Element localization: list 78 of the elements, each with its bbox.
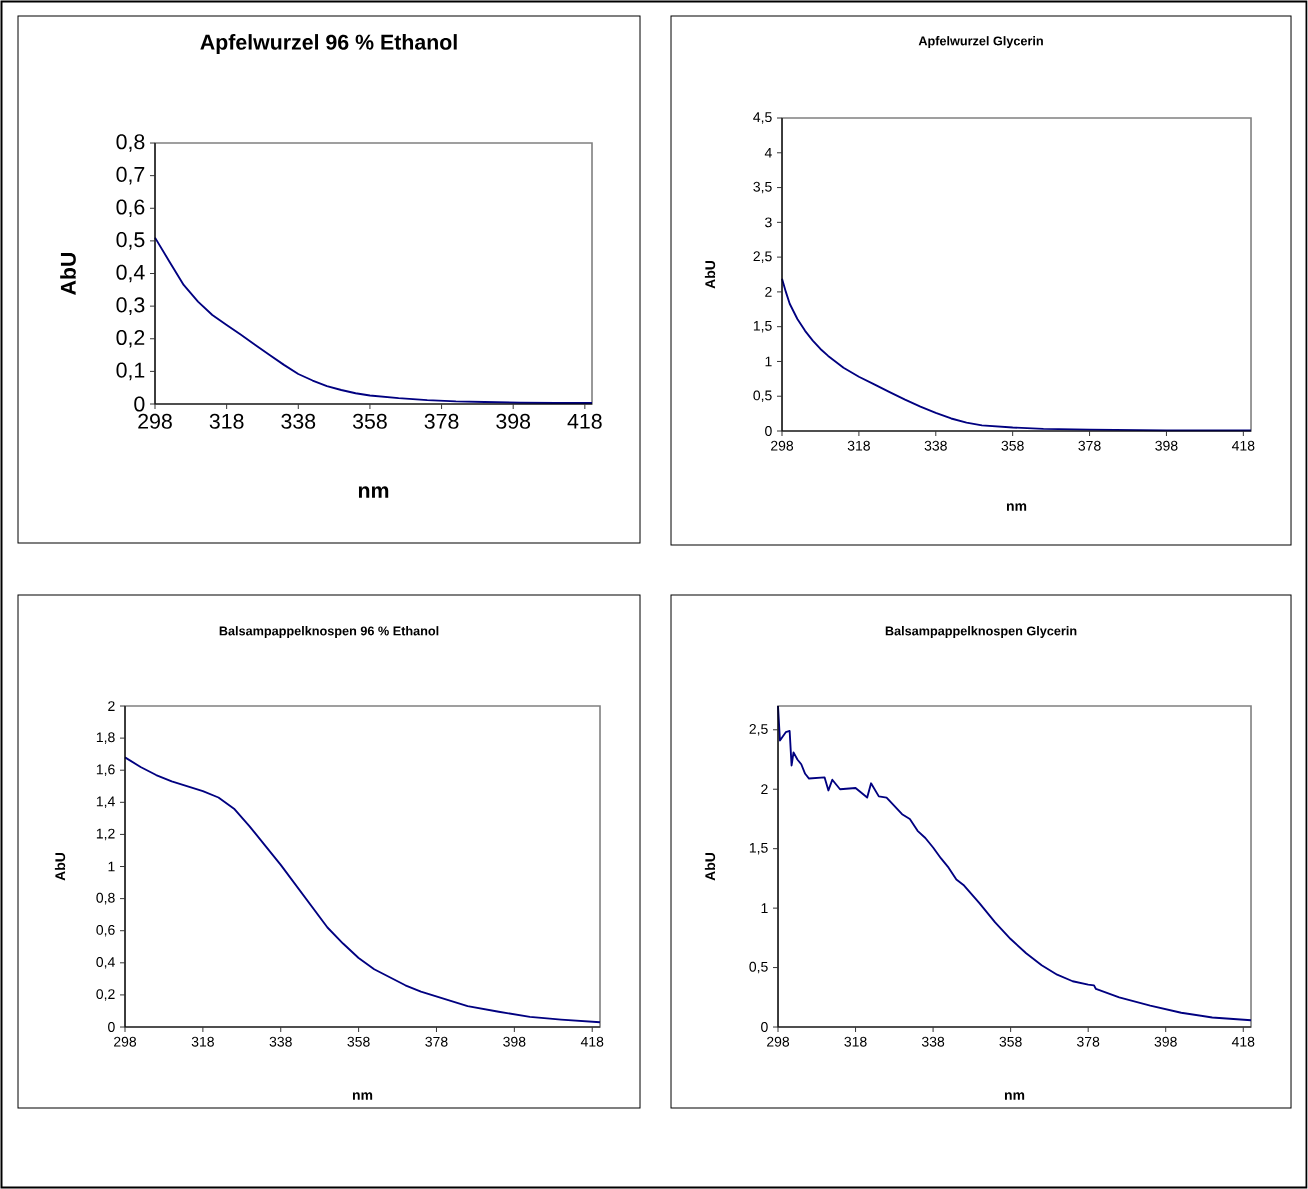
x-tick-label: 318 [844, 1036, 867, 1047]
y-tick-label: 1 [765, 356, 772, 367]
y-tick-label: 0 [108, 1022, 115, 1032]
y-tick-label: 0,3 [116, 297, 145, 315]
y-tick-label: 1 [761, 903, 768, 913]
y-axis-title: AbU [704, 260, 716, 289]
y-tick-label: 2 [765, 287, 772, 297]
y-tick-label: 0,5 [749, 961, 768, 974]
y-tick-label: 4 [764, 147, 772, 158]
x-tick-label: 378 [424, 413, 459, 429]
x-tick-label: 338 [924, 440, 947, 451]
y-tick-label: 0,7 [116, 166, 145, 185]
x-tick-label: 298 [771, 440, 794, 451]
x-tick-label: 358 [347, 1036, 370, 1047]
y-tick-label: 1 [108, 861, 115, 872]
y-tick-label: 0,4 [116, 264, 145, 283]
y-tick-label: 1,6 [96, 764, 115, 777]
x-tick-label: 338 [921, 1036, 945, 1047]
y-tick-label: 0 [761, 1022, 768, 1032]
x-tick-label: 398 [496, 413, 531, 429]
x-axis-title: nm [1004, 1092, 1025, 1100]
y-tick-label: 0,4 [96, 957, 115, 969]
y-axis-title: AbU [60, 252, 76, 295]
x-tick-label: 338 [269, 1036, 292, 1047]
y-tick-label: 1,5 [753, 320, 772, 333]
y-tick-label: 1,5 [749, 842, 768, 855]
y-tick-label: 1,8 [96, 732, 115, 744]
y-tick-label: 0,6 [96, 924, 115, 937]
y-tick-label: 1,4 [96, 796, 115, 809]
line-series [781, 277, 1252, 432]
chart-title: Apfelwurzel Glycerin [918, 36, 1043, 48]
x-tick-label: 298 [114, 1036, 137, 1047]
x-tick-label: 398 [1154, 1036, 1177, 1047]
x-tick-label: 338 [281, 413, 316, 429]
y-tick-label: 3,5 [753, 181, 772, 194]
y-tick-label: 0 [134, 396, 145, 412]
y-tick-label: 4,5 [753, 112, 772, 124]
x-tick-label: 318 [209, 413, 244, 429]
y-axis-title: AbU [54, 853, 66, 881]
x-axis-title: nm [352, 1092, 373, 1100]
y-tick-label: 2,5 [749, 724, 768, 736]
x-axis-title: nm [358, 486, 389, 498]
y-tick-label: 0,5 [116, 232, 145, 250]
y-tick-label: 0,6 [116, 199, 145, 218]
y-tick-label: 2 [108, 701, 115, 711]
x-tick-label: 418 [580, 1036, 604, 1047]
x-tick-label: 298 [767, 1036, 790, 1047]
x-tick-label: 418 [567, 413, 602, 429]
y-tick-label: 0,2 [116, 329, 145, 348]
y-tick-label: 0 [765, 426, 772, 436]
y-tick-label: 0,8 [96, 892, 115, 905]
chart-title: Apfelwurzel 96 % Ethanol [200, 34, 457, 54]
chart-title: Balsampappelknospen 96 % Ethanol [219, 626, 439, 638]
x-tick-label: 378 [1077, 1036, 1100, 1047]
x-tick-label: 358 [1001, 440, 1024, 451]
y-tick-label: 0,8 [116, 134, 145, 152]
chart-title: Balsampappelknospen Glycerin [885, 626, 1077, 638]
x-tick-label: 298 [138, 413, 172, 429]
x-tick-label: 378 [425, 1036, 448, 1047]
x-tick-label: 418 [1231, 1036, 1255, 1047]
y-tick-label: 3 [765, 217, 772, 228]
x-tick-label: 398 [1155, 440, 1178, 451]
y-tick-label: 0,5 [753, 390, 772, 403]
x-tick-label: 358 [999, 1036, 1022, 1047]
x-tick-label: 418 [1231, 440, 1255, 451]
y-axis-title: AbU [704, 853, 716, 881]
y-tick-label: 2,5 [753, 251, 772, 263]
y-tick-label: 0,1 [116, 362, 145, 381]
line-series [154, 236, 593, 404]
x-axis-title: nm [1006, 503, 1027, 511]
x-tick-label: 318 [847, 440, 870, 451]
y-tick-label: 0,2 [96, 989, 115, 1001]
y-tick-label: 1,2 [96, 828, 115, 841]
x-tick-label: 378 [1078, 440, 1101, 451]
y-tick-label: 2 [761, 784, 768, 795]
x-tick-label: 398 [503, 1036, 526, 1047]
x-tick-label: 318 [191, 1036, 214, 1047]
x-tick-label: 358 [352, 413, 387, 429]
